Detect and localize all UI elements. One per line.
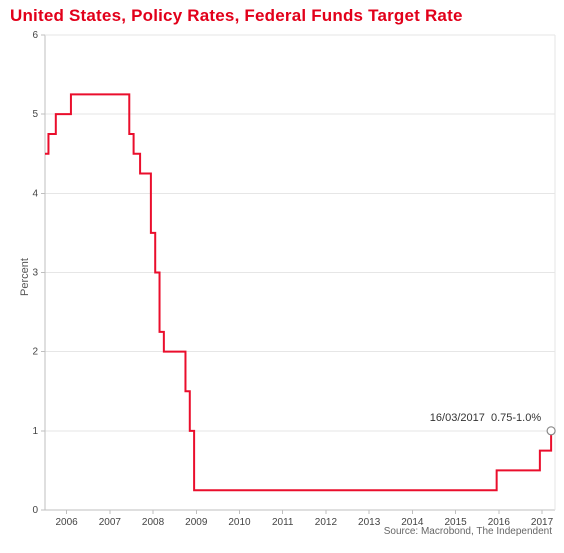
chart-container: United States, Policy Rates, Federal Fun… [0, 0, 564, 553]
svg-text:2009: 2009 [185, 517, 208, 528]
svg-text:1: 1 [32, 426, 38, 437]
svg-text:2013: 2013 [358, 517, 381, 528]
svg-text:2010: 2010 [228, 517, 251, 528]
source-text: Source: Macrobond, The Independent [384, 526, 552, 537]
svg-text:2012: 2012 [315, 517, 338, 528]
svg-text:2007: 2007 [99, 517, 122, 528]
chart-svg: 0123456200620072008200920102011201220132… [0, 0, 564, 553]
svg-text:16/03/2017 0.75-1.0%: 16/03/2017 0.75-1.0% [430, 412, 542, 424]
svg-text:2006: 2006 [55, 517, 78, 528]
svg-text:2: 2 [32, 347, 38, 358]
svg-text:2011: 2011 [272, 517, 294, 528]
svg-text:6: 6 [32, 30, 38, 41]
svg-text:0: 0 [32, 505, 38, 516]
svg-text:3: 3 [32, 268, 38, 279]
svg-text:5: 5 [32, 109, 38, 120]
svg-text:4: 4 [32, 188, 38, 199]
svg-text:2008: 2008 [142, 517, 165, 528]
